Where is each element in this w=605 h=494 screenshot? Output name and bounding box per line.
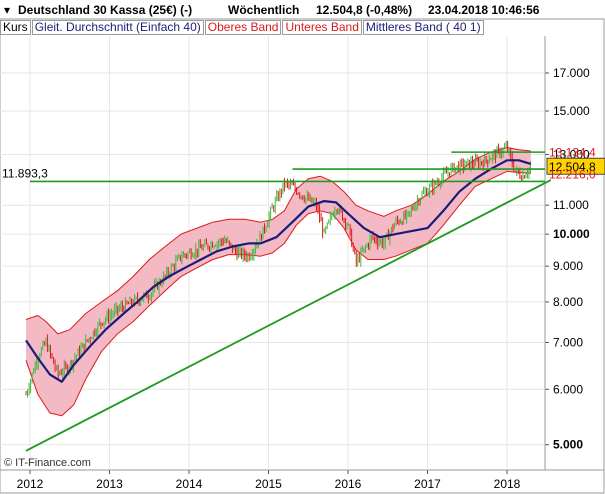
header-instrument: Deutschland 30 Kassa (25€) (-) [18, 3, 193, 17]
right-value-label: 13.134,4 [549, 145, 596, 159]
horizontal-level-label: 11.893,3 [2, 166, 48, 180]
y-tick-label: 10.000 [553, 227, 590, 241]
y-tick-label: 15.000 [553, 104, 590, 118]
legend-label: Kurs [3, 20, 28, 34]
header-quote: 12.504,8 (-0,48%) [316, 3, 413, 17]
x-tick-label: 2012 [17, 477, 44, 491]
legend-label: Unteres Band [285, 20, 359, 34]
header-interval: Wöchentlich [228, 3, 300, 17]
legend-item-middle-band[interactable]: Mittleres Band ( 40 1) [362, 20, 484, 35]
watermark-text: © IT-Finance.com [4, 457, 91, 469]
x-tick-label: 2013 [96, 477, 123, 491]
legend-label: Gleit. Durchschnitt (Einfach 40) [34, 20, 201, 34]
legend-item-moving-average[interactable]: Gleit. Durchschnitt (Einfach 40) [31, 20, 204, 35]
header-dropdown-icon[interactable]: ▾ [4, 3, 11, 17]
chart-header: ▾ Deutschland 30 Kassa (25€) (-) Wöchent… [0, 0, 605, 19]
x-tick-label: 2017 [414, 477, 441, 491]
bollinger-band-fill [26, 147, 531, 416]
trend-line [25, 179, 552, 452]
y-tick-label: 5.000 [553, 438, 583, 452]
x-tick-label: 2018 [494, 477, 521, 491]
legend-item-lower-band[interactable]: Unteres Band [282, 20, 362, 35]
legend-item-upper-band[interactable]: Oberes Band [204, 20, 282, 35]
indicator-legend: Kurs Gleit. Durchschnitt (Einfach 40) Ober… [0, 20, 485, 35]
current-price-box [546, 157, 605, 175]
y-tick-label: 9.000 [553, 259, 583, 273]
y-tick-label: 17.000 [553, 66, 590, 80]
y-tick-label: 7.000 [553, 335, 583, 349]
outer-frame [0, 18, 605, 494]
lower-band-line [25, 170, 531, 417]
right-value-label: 12.216,0 [549, 167, 596, 181]
moving-average-line [25, 159, 532, 383]
x-tick-label: 2015 [255, 477, 282, 491]
legend-label: Mittleres Band ( 40 1) [365, 20, 481, 34]
header-datetime: 23.04.2018 10:46:56 [428, 3, 540, 17]
legend-item-price[interactable]: Kurs [0, 20, 31, 35]
y-tick-label: 8.000 [553, 295, 583, 309]
x-tick-label: 2016 [335, 477, 362, 491]
legend-label: Oberes Band [207, 20, 279, 34]
x-tick-label: 2014 [176, 477, 203, 491]
y-tick-label: 6.000 [553, 382, 583, 396]
right-value-label: 12.504,8 [549, 160, 596, 174]
y-tick-label: 11.000 [553, 198, 589, 212]
